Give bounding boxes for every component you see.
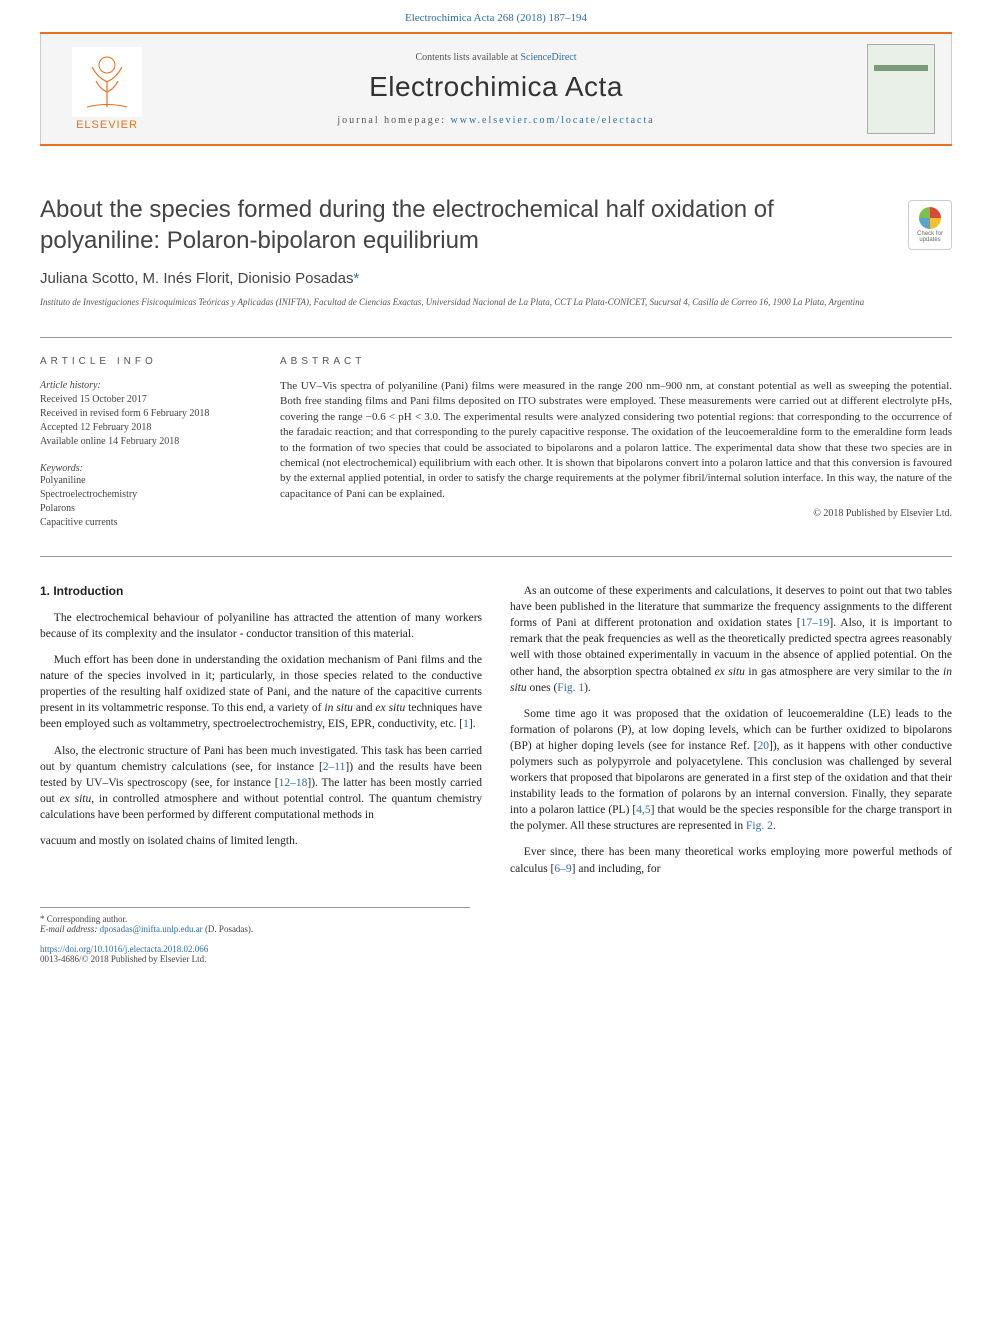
body-paragraph: Ever since, there has been many theoreti… [510, 844, 952, 876]
banner-inner: ELSEVIER Contents lists available at Sci… [40, 34, 952, 144]
email-label: E-mail address: [40, 924, 100, 934]
body-paragraph: The electrochemical behaviour of polyani… [40, 610, 482, 642]
email-suffix: (D. Posadas). [203, 924, 254, 934]
journal-cover-icon [867, 44, 935, 134]
fig-link[interactable]: Fig. 1 [557, 682, 584, 694]
ref-link[interactable]: 4,5 [636, 804, 650, 816]
history-online: Available online 14 February 2018 [40, 436, 179, 447]
header-citation: Electrochimica Acta 268 (2018) 187–194 [0, 0, 992, 32]
sciencedirect-link[interactable]: ScienceDirect [520, 52, 576, 63]
abstract-text: The UV–Vis spectra of polyaniline (Pani)… [280, 379, 952, 502]
copyright-line: © 2018 Published by Elsevier Ltd. [280, 508, 952, 519]
crossmark-icon [919, 207, 941, 229]
article-header: Check for updates About the species form… [40, 194, 952, 309]
ref-link[interactable]: 2–11 [323, 761, 346, 773]
article-info-label: ARTICLE INFO [40, 356, 250, 367]
affiliation: Instituto de Investigaciones Fisicoquími… [40, 297, 952, 309]
body-paragraph: As an outcome of these experiments and c… [510, 583, 952, 696]
body-paragraph: vacuum and mostly on isolated chains of … [40, 833, 482, 849]
ref-link[interactable]: 12–18 [279, 777, 308, 789]
crossmark-badge[interactable]: Check for updates [908, 200, 952, 250]
section-heading: 1. Introduction [40, 583, 482, 600]
keywords-label: Keywords: [40, 463, 250, 474]
corresponding-note: * Corresponding author. [40, 914, 470, 924]
ref-link[interactable]: 20 [758, 740, 770, 752]
contents-prefix: Contents lists available at [415, 52, 520, 63]
article-history: Article history: Received 15 October 201… [40, 379, 250, 449]
meta-row: ARTICLE INFO Article history: Received 1… [40, 337, 952, 530]
email-link[interactable]: dposadas@inifta.unlp.edu.ar [100, 924, 203, 934]
ref-link[interactable]: 6–9 [554, 863, 571, 875]
body-paragraph: Some time ago it was proposed that the o… [510, 706, 952, 835]
body-paragraph: Much effort has been done in understandi… [40, 652, 482, 732]
footnote-block: * Corresponding author. E-mail address: … [40, 907, 470, 934]
authors: Juliana Scotto, M. Inés Florit, Dionisio… [40, 270, 952, 287]
elsevier-logo-icon [72, 47, 142, 117]
corresponding-mark[interactable]: * [353, 270, 359, 287]
ref-link[interactable]: 17–19 [801, 617, 830, 629]
keyword: Polarons [40, 503, 75, 514]
keywords-list: Polyaniline Spectroelectrochemistry Pola… [40, 474, 250, 530]
homepage-prefix: journal homepage: [337, 115, 450, 126]
header-citation-link[interactable]: Electrochimica Acta 268 (2018) 187–194 [405, 12, 587, 24]
homepage-line: journal homepage: www.elsevier.com/locat… [157, 115, 835, 126]
journal-banner: ELSEVIER Contents lists available at Sci… [40, 32, 952, 146]
issn-line: 0013-4686/© 2018 Published by Elsevier L… [40, 954, 206, 964]
doi-link[interactable]: https://doi.org/10.1016/j.electacta.2018… [40, 944, 208, 954]
journal-name: Electrochimica Acta [157, 71, 835, 103]
homepage-link[interactable]: www.elsevier.com/locate/electacta [451, 115, 655, 126]
banner-center: Contents lists available at ScienceDirec… [157, 52, 835, 126]
publisher-block: ELSEVIER [57, 47, 157, 131]
history-accepted: Accepted 12 February 2018 [40, 422, 151, 433]
keyword: Spectroelectrochemistry [40, 489, 137, 500]
body-columns: 1. Introduction The electrochemical beha… [40, 583, 952, 877]
keyword: Capacitive currents [40, 517, 117, 528]
doi-block: https://doi.org/10.1016/j.electacta.2018… [40, 944, 952, 964]
article-title: About the species formed during the elec… [40, 194, 952, 256]
email-line: E-mail address: dposadas@inifta.unlp.edu… [40, 924, 470, 934]
abstract-label: ABSTRACT [280, 356, 952, 367]
divider [40, 556, 952, 557]
history-received: Received 15 October 2017 [40, 394, 147, 405]
history-revised: Received in revised form 6 February 2018 [40, 408, 209, 419]
body-paragraph: Also, the electronic structure of Pani h… [40, 743, 482, 823]
cover-block [835, 44, 935, 134]
crossmark-line2: updates [919, 237, 940, 243]
ref-link[interactable]: 1 [463, 718, 469, 730]
abstract-block: ABSTRACT The UV–Vis spectra of polyanili… [280, 356, 952, 530]
authors-list: Juliana Scotto, M. Inés Florit, Dionisio… [40, 270, 353, 287]
keyword: Polyaniline [40, 475, 86, 486]
publisher-label: ELSEVIER [76, 119, 138, 131]
history-label: Article history: [40, 380, 101, 391]
fig-link[interactable]: Fig. 2 [746, 820, 773, 832]
contents-line: Contents lists available at ScienceDirec… [157, 52, 835, 63]
article-info: ARTICLE INFO Article history: Received 1… [40, 356, 250, 530]
